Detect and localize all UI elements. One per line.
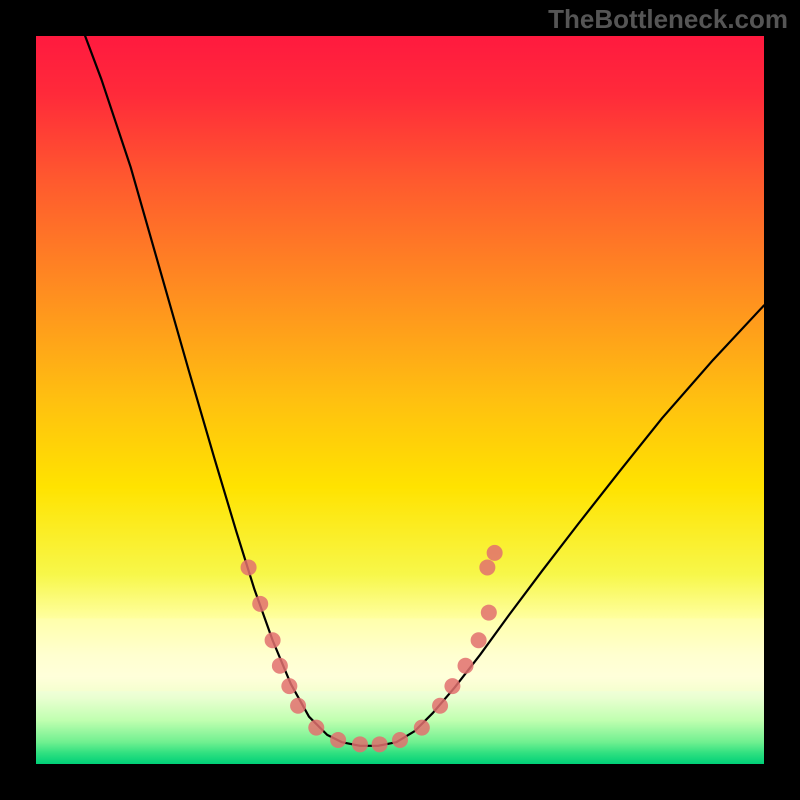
scatter-dot — [241, 559, 257, 575]
scatter-dot — [479, 559, 495, 575]
scatter-dot — [281, 678, 297, 694]
watermark-text: TheBottleneck.com — [548, 4, 788, 35]
scatter-dot — [481, 605, 497, 621]
v-curve — [80, 36, 764, 746]
scatter-dot — [414, 720, 430, 736]
scatter-dot — [330, 732, 346, 748]
scatter-dot — [372, 736, 388, 752]
scatter-dot — [487, 545, 503, 561]
scatter-dot — [392, 732, 408, 748]
scatter-dot — [290, 698, 306, 714]
scatter-dot — [252, 596, 268, 612]
scatter-dot — [352, 736, 368, 752]
scatter-dot — [432, 698, 448, 714]
overlay-svg — [36, 36, 764, 764]
plot-area — [36, 36, 764, 764]
scatter-dot — [444, 678, 460, 694]
scatter-dot — [308, 720, 324, 736]
scatter-dot — [471, 632, 487, 648]
scatter-dot — [265, 632, 281, 648]
scatter-dot — [458, 658, 474, 674]
scatter-dot — [272, 658, 288, 674]
